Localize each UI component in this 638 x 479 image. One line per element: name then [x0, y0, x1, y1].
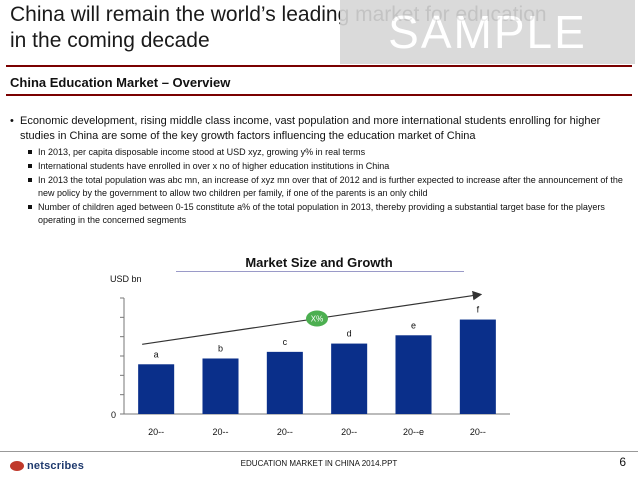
- main-bullet-text: Economic development, rising middle clas…: [20, 115, 601, 142]
- bar: [202, 358, 239, 414]
- square-bullet-icon: [28, 164, 32, 168]
- sub-bullet: In 2013, per capita disposable income st…: [28, 146, 625, 159]
- sub-bullet-text: In 2013, per capita disposable income st…: [38, 147, 366, 157]
- bar-data-label: d: [347, 329, 352, 339]
- chart-title-underline: [176, 271, 464, 272]
- x-tick-label: 20--e: [403, 427, 424, 437]
- bar: [138, 364, 175, 414]
- y-tick-label: 0: [111, 410, 116, 420]
- footer-divider: [0, 451, 638, 452]
- bar: [459, 319, 496, 414]
- sub-bullet: Number of children aged between 0-15 con…: [28, 201, 625, 227]
- sub-bullet: In 2013 the total population was abc mn,…: [28, 174, 625, 200]
- main-bullet: • Economic development, rising middle cla…: [10, 114, 625, 144]
- square-bullet-icon: [28, 205, 32, 209]
- sub-bullet-text: Number of children aged between 0-15 con…: [38, 202, 605, 225]
- sub-bullet-text: International students have enrolled in …: [38, 161, 390, 171]
- x-tick-label: 20--: [212, 427, 228, 437]
- bar-data-label: b: [218, 343, 223, 353]
- title-divider: [6, 65, 632, 67]
- bar-data-label: e: [411, 320, 416, 330]
- sub-bullet-text: In 2013 the total population was abc mn,…: [38, 175, 623, 198]
- section-divider: [6, 94, 632, 96]
- bullet-dot-icon: •: [10, 115, 14, 127]
- growth-badge: [306, 310, 328, 327]
- square-bullet-icon: [28, 150, 32, 154]
- bar: [331, 343, 368, 414]
- bar-data-label: c: [283, 337, 288, 347]
- square-bullet-icon: [28, 178, 32, 182]
- x-tick-label: 20--: [341, 427, 357, 437]
- footer-doc-name: EDUCATION MARKET IN CHINA 2014.PPT: [240, 459, 398, 468]
- section-title: China Education Market – Overview: [10, 75, 231, 90]
- y-axis-label: USD bn: [110, 274, 142, 284]
- growth-indicator: X%: [142, 290, 483, 345]
- growth-badge-label: X%: [311, 315, 323, 324]
- bar-data-label: f: [477, 305, 480, 315]
- page-number: 6: [619, 455, 626, 469]
- bar-data-label: a: [154, 349, 159, 359]
- sub-bullet: International students have enrolled in …: [28, 160, 625, 173]
- logo-icon: [10, 461, 24, 471]
- slide-title-line-2: in the coming decade: [10, 29, 210, 52]
- chart-axes: 0: [111, 297, 510, 420]
- logo-text: netscribes: [27, 460, 85, 472]
- sub-bullet-list: In 2013, per capita disposable income st…: [28, 146, 625, 227]
- x-tick-label: 20--: [470, 427, 486, 437]
- x-tick-label: 20--: [148, 427, 164, 437]
- bar: [395, 335, 432, 414]
- chart-title: Market Size and Growth: [245, 255, 393, 270]
- company-logo: netscribes: [10, 458, 84, 474]
- sample-watermark: SAMPLE: [340, 0, 635, 64]
- bar: [266, 351, 303, 414]
- bullet-list: • Economic development, rising middle cla…: [10, 114, 625, 228]
- x-tick-label: 20--: [277, 427, 293, 437]
